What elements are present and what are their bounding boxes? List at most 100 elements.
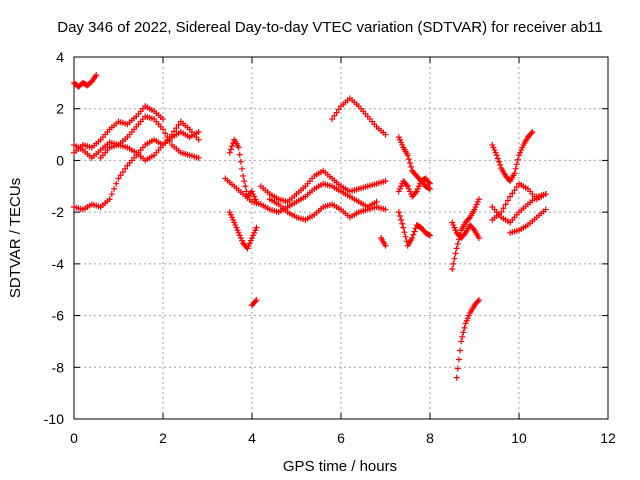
data-point bbox=[160, 126, 166, 133]
x-tick-label: 6 bbox=[337, 430, 345, 446]
data-point bbox=[409, 235, 416, 241]
data-point bbox=[425, 231, 432, 238]
data-point bbox=[425, 185, 432, 192]
data-point bbox=[173, 125, 180, 132]
data-point bbox=[513, 161, 520, 168]
data-point bbox=[454, 365, 461, 372]
data-point bbox=[162, 130, 169, 137]
data-point bbox=[425, 179, 432, 186]
series-arc-o bbox=[395, 178, 433, 200]
data-point bbox=[119, 169, 126, 176]
data-point bbox=[113, 180, 120, 187]
data-point bbox=[459, 333, 466, 340]
data-point bbox=[410, 231, 417, 238]
data-point bbox=[500, 205, 507, 212]
data-point bbox=[502, 201, 509, 208]
series-arc-i bbox=[249, 297, 260, 309]
data-point bbox=[228, 143, 235, 150]
data-point bbox=[195, 136, 202, 143]
x-tick-label: 8 bbox=[426, 430, 434, 446]
x-tick-label: 0 bbox=[70, 430, 78, 446]
data-point bbox=[400, 224, 407, 231]
data-point bbox=[511, 170, 518, 177]
data-point bbox=[241, 178, 248, 185]
data-point bbox=[498, 209, 505, 216]
data-point bbox=[253, 198, 260, 205]
data-point bbox=[504, 197, 511, 204]
data-point bbox=[106, 196, 113, 203]
data-point bbox=[227, 146, 234, 153]
data-point bbox=[115, 175, 122, 182]
data-point bbox=[237, 158, 244, 165]
data-point bbox=[402, 233, 409, 240]
data-point bbox=[160, 116, 166, 123]
y-tick-label: 2 bbox=[56, 101, 64, 117]
y-tick-label: 0 bbox=[56, 152, 64, 168]
data-point bbox=[460, 329, 467, 336]
data-point bbox=[404, 152, 411, 159]
data-point bbox=[329, 116, 336, 123]
data-point bbox=[238, 165, 245, 172]
chart-title: Day 346 of 2022, Sidereal Day-to-day VTE… bbox=[57, 19, 603, 36]
data-point bbox=[427, 185, 433, 192]
data-point bbox=[226, 149, 233, 156]
axis-ticks: 0 2 4 6 8 10 12 -10 -8 -6 -4 -2 0 2 4 bbox=[44, 49, 616, 446]
data-point bbox=[335, 106, 342, 113]
data-point bbox=[195, 154, 202, 161]
y-axis-label: SDTVAR / TECUs bbox=[7, 178, 24, 298]
data-point bbox=[398, 216, 405, 223]
data-point bbox=[117, 172, 124, 179]
data-point bbox=[395, 209, 402, 216]
series-arc-l bbox=[329, 95, 389, 138]
series-arc-h bbox=[226, 209, 260, 252]
data-point bbox=[122, 165, 129, 172]
series-arc-j bbox=[266, 196, 389, 223]
data-point bbox=[458, 338, 465, 345]
data-point bbox=[331, 112, 338, 119]
data-point bbox=[195, 128, 202, 135]
series-arc-p bbox=[395, 209, 433, 249]
data-point bbox=[401, 229, 408, 236]
data-point bbox=[511, 187, 518, 194]
data-point bbox=[452, 250, 459, 257]
data-point bbox=[171, 128, 178, 135]
data-point bbox=[427, 180, 433, 187]
series-arc-n bbox=[395, 134, 433, 187]
data-point bbox=[453, 245, 460, 252]
series-arc-q bbox=[453, 297, 482, 381]
data-point bbox=[111, 185, 118, 192]
data-point bbox=[494, 155, 501, 162]
data-point bbox=[449, 266, 456, 273]
data-point bbox=[514, 156, 521, 163]
series-arc-b bbox=[71, 128, 202, 213]
data-point bbox=[475, 297, 482, 304]
data-point bbox=[412, 189, 419, 196]
data-point bbox=[474, 298, 481, 305]
data-point bbox=[453, 374, 460, 381]
data-point bbox=[455, 356, 462, 363]
data-point bbox=[497, 161, 504, 168]
data-point bbox=[382, 178, 389, 185]
y-tick-label: 4 bbox=[56, 49, 64, 65]
x-axis-label: GPS time / hours bbox=[283, 458, 397, 475]
data-point bbox=[507, 193, 514, 200]
x-tick-label: 2 bbox=[159, 430, 167, 446]
series-arc-k bbox=[257, 167, 389, 205]
data-point bbox=[396, 213, 403, 220]
data-point bbox=[450, 260, 457, 267]
data-point bbox=[493, 152, 500, 159]
data-point bbox=[461, 324, 468, 331]
x-tick-label: 12 bbox=[600, 430, 616, 446]
series-arc-m bbox=[378, 235, 389, 249]
y-tick-label: -8 bbox=[52, 359, 65, 375]
data-point bbox=[382, 206, 389, 213]
data-point bbox=[408, 163, 415, 170]
data-point bbox=[175, 121, 182, 128]
y-tick-label: -4 bbox=[52, 256, 65, 272]
series-arc-g bbox=[226, 136, 260, 205]
data-point bbox=[93, 72, 100, 79]
data-point bbox=[382, 131, 389, 138]
series-arc-r bbox=[449, 196, 482, 273]
data-point bbox=[542, 206, 549, 213]
